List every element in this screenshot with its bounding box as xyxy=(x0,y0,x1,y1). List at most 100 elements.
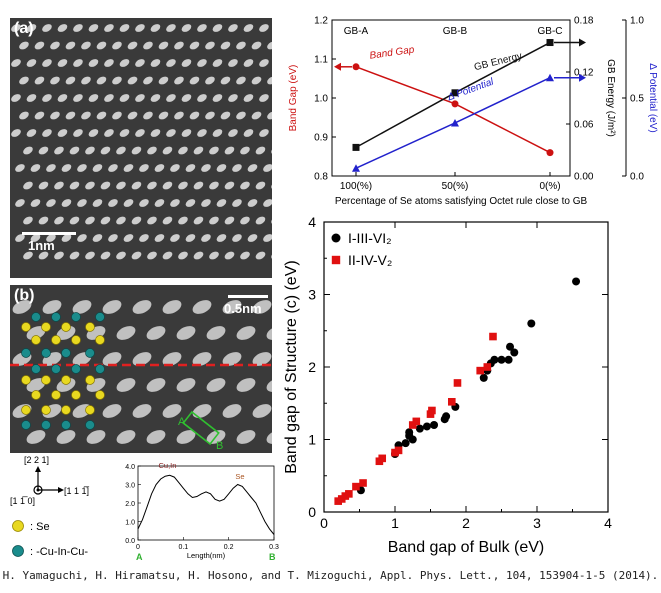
atom-column xyxy=(228,129,238,137)
atom-column xyxy=(108,199,118,207)
atom-column xyxy=(15,234,25,242)
atom-column xyxy=(57,59,68,67)
atom-column xyxy=(247,199,258,207)
direction-out-label: [1 1̅ 0] xyxy=(10,496,35,506)
atom-column xyxy=(267,41,272,50)
atom-column xyxy=(26,94,37,102)
atom-column xyxy=(23,216,33,225)
atom-column xyxy=(236,41,246,50)
atom-column xyxy=(139,199,149,207)
atom-column xyxy=(23,146,33,155)
atom-column xyxy=(176,430,196,444)
atom-column xyxy=(267,111,272,120)
chart1-point-gbenergy xyxy=(546,39,554,47)
atom-column xyxy=(104,94,114,102)
atom-column xyxy=(46,234,56,242)
atom-column xyxy=(197,24,207,32)
atom-column xyxy=(61,234,72,242)
atom-column xyxy=(232,164,242,172)
atom-column xyxy=(50,41,60,50)
atom-column xyxy=(252,352,272,366)
chart2-ytick-label: 1 xyxy=(308,432,316,448)
atom-column xyxy=(240,216,250,225)
cuincu-atom xyxy=(95,364,105,374)
atom-column xyxy=(158,41,169,50)
atom-column xyxy=(252,300,272,314)
atom-column xyxy=(263,234,272,242)
atom-column xyxy=(158,111,169,120)
profile-ytick-label: 2.0 xyxy=(125,501,135,508)
profile-xtick-label: 0.3 xyxy=(269,544,279,551)
cuincu-atom xyxy=(61,348,71,358)
atom-column xyxy=(108,234,118,242)
chart1-arrow-gbenergy xyxy=(579,38,586,47)
atom-column xyxy=(247,234,258,242)
chart1-xtick-label: 50(%) xyxy=(442,181,469,192)
chart1-gb-label: GB-C xyxy=(538,26,563,37)
panel-a-label: (a) xyxy=(14,20,34,37)
atom-column xyxy=(243,129,254,137)
chart2-legend-label: I-III-VI₂ xyxy=(348,230,392,246)
atom-column xyxy=(181,24,192,32)
atom-column xyxy=(266,326,272,340)
stem-image-b-atoms: AB xyxy=(10,300,272,452)
atom-column xyxy=(123,234,134,242)
chart1-ylabel-left: Band Gap (eV) xyxy=(288,65,299,132)
profile-end-a: A xyxy=(136,552,143,562)
atom-column xyxy=(26,326,46,340)
line-profile-box xyxy=(182,410,220,446)
atom-column xyxy=(38,251,49,260)
atom-column xyxy=(88,94,99,102)
scale-label-b: 0.5nm xyxy=(224,301,262,316)
chart1-right2-tick-label: 1.0 xyxy=(630,16,644,27)
atom-column xyxy=(197,129,207,137)
gb-property-chart: 0.8 0.9 1.0 1.1 1.2 0.00 0.06 0.12 0.18 0.0 0.5 1.0… xyxy=(288,16,658,208)
atom-column xyxy=(266,430,272,444)
atom-column xyxy=(154,234,165,242)
chart1-right2-tick-label: 0.0 xyxy=(630,172,644,183)
atom-column xyxy=(81,41,91,50)
atom-column xyxy=(271,216,272,225)
cuincu-atom xyxy=(85,420,95,430)
atom-column xyxy=(11,94,21,102)
atom-column xyxy=(100,181,111,190)
se-atom xyxy=(71,390,81,400)
atom-column xyxy=(46,164,56,172)
chart1-arrow-bandgap xyxy=(334,62,341,71)
atom-column xyxy=(174,76,184,85)
atom-column xyxy=(243,94,254,102)
atom-column xyxy=(57,24,68,32)
atom-column xyxy=(146,430,166,444)
atom-column xyxy=(166,24,176,32)
chart1-label-potential: Δ Potential xyxy=(445,76,496,103)
chart1-right1-tick-label: 0.18 xyxy=(574,16,594,27)
atom-column xyxy=(197,59,207,67)
cuincu-atom xyxy=(41,348,51,358)
atom-column xyxy=(255,251,266,260)
chart1-point-bandgap xyxy=(451,100,459,108)
chart1-xtick-label: 0(%) xyxy=(539,181,560,192)
se-atom xyxy=(51,390,61,400)
atom-column xyxy=(236,76,246,85)
atom-column xyxy=(236,430,256,444)
atom-column xyxy=(116,216,126,225)
se-atom xyxy=(31,390,41,400)
chart1-xtick-label: 100(%) xyxy=(340,181,372,192)
atom-column xyxy=(251,76,262,85)
atom-column xyxy=(240,146,250,155)
profile-ytick-label: 4.0 xyxy=(125,464,135,471)
chart2-legend-label: II-IV-V₂ xyxy=(348,252,392,268)
atom-column xyxy=(166,129,176,137)
cuincu-atom xyxy=(21,420,31,430)
profile-xlabel: Length(nm) xyxy=(187,551,226,560)
atom-column xyxy=(236,111,246,120)
chart2-point-ii-iv-v2 xyxy=(428,406,436,415)
atom-column xyxy=(127,111,138,120)
chart1-point-potential xyxy=(546,73,554,82)
atom-column xyxy=(96,111,107,120)
atom-column xyxy=(135,129,145,137)
atom-column xyxy=(232,234,242,242)
atom-column xyxy=(23,251,33,260)
atom-column xyxy=(189,41,200,50)
chart2-point-i-iii-vi2 xyxy=(442,412,451,421)
